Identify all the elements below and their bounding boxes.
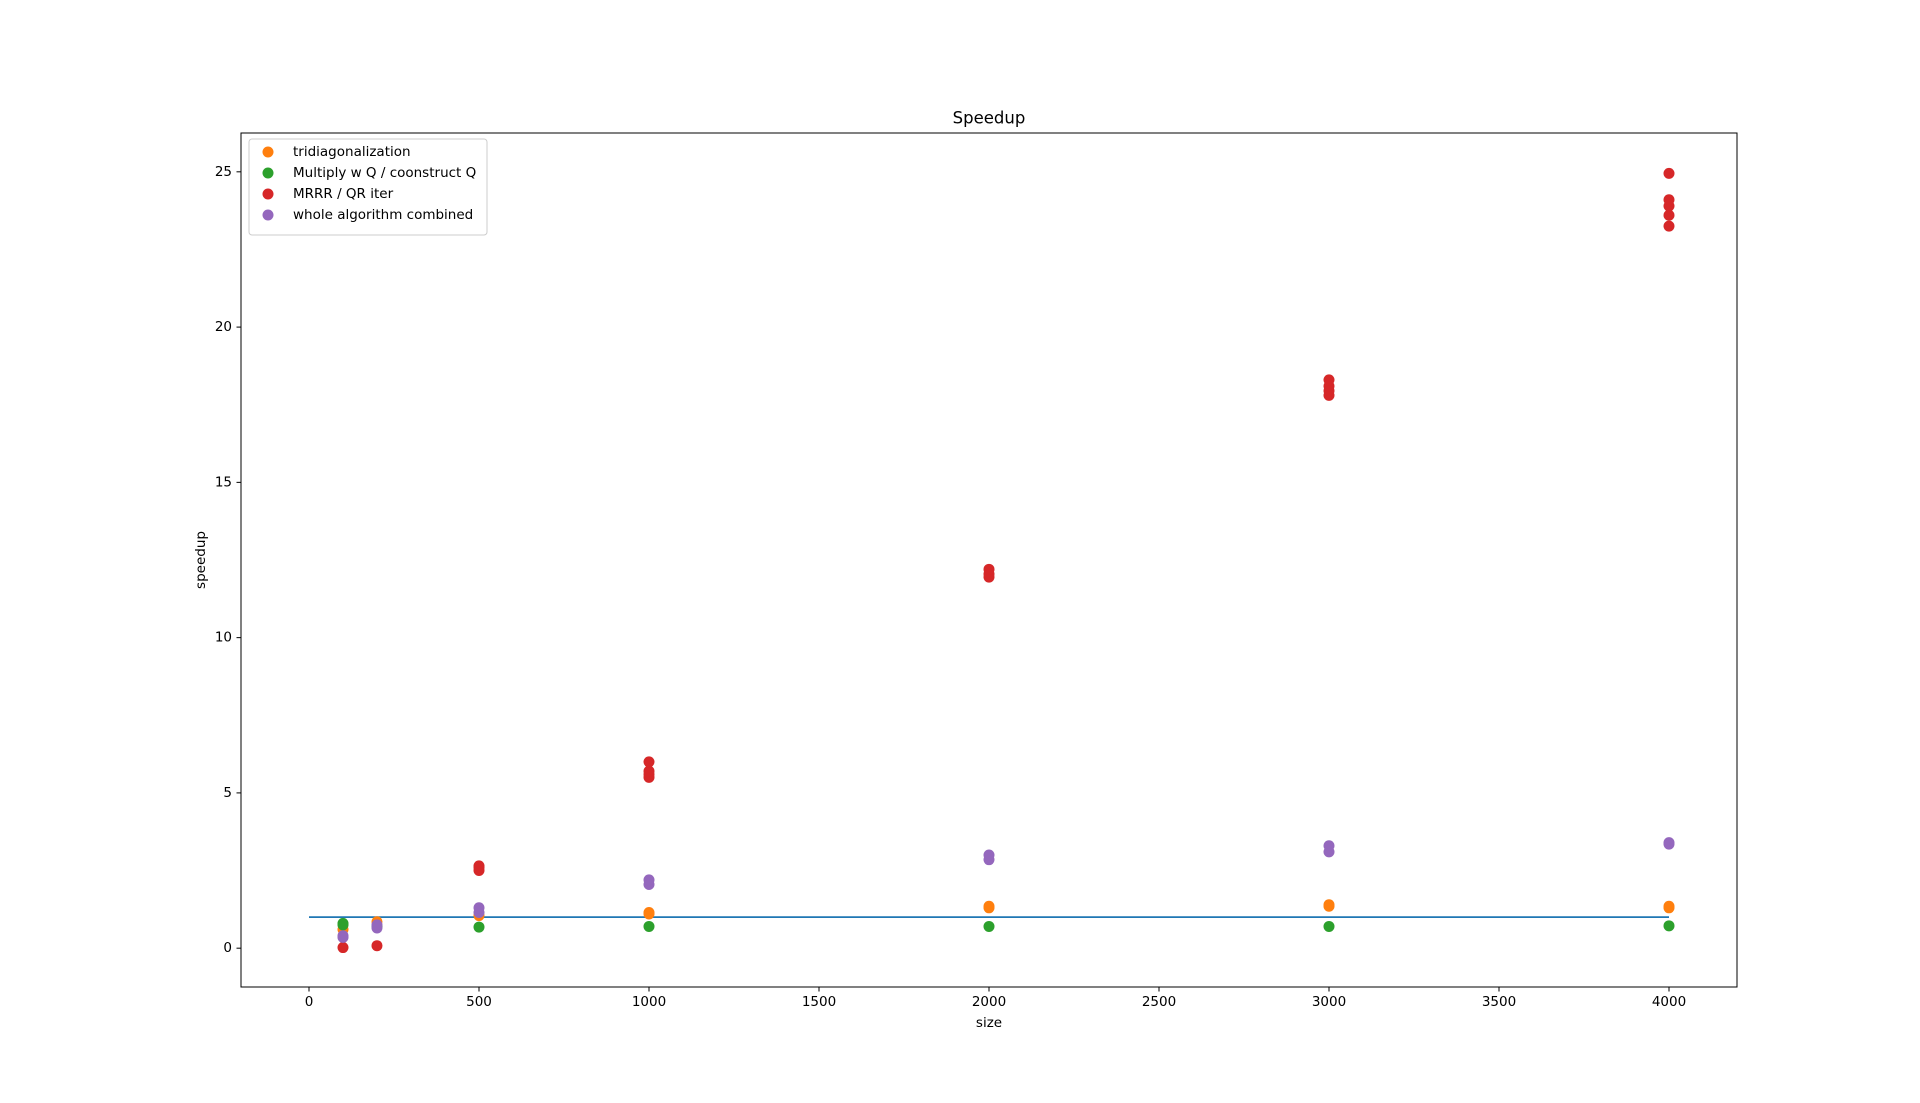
x-axis-label: size: [976, 1015, 1002, 1031]
legend-marker: [262, 146, 274, 158]
scatter-point: [643, 920, 655, 932]
scatter-point: [1323, 840, 1335, 852]
legend-marker: [262, 188, 274, 200]
legend: tridiagonalization Multiply w Q / coonstr…: [248, 138, 488, 236]
scatter-point: [473, 902, 485, 914]
scatter-point: [1663, 194, 1675, 206]
x-tick-label: 2500: [1142, 994, 1176, 1010]
y-tick-label: 15: [215, 474, 232, 490]
y-tick-label: 20: [215, 319, 232, 335]
scatter-point: [983, 563, 995, 575]
scatter-point: [337, 931, 349, 943]
x-tick-label: 1000: [632, 994, 666, 1010]
y-tick-label: 10: [215, 630, 232, 646]
scatter-point: [371, 919, 383, 931]
legend-box: [248, 138, 488, 236]
scatter-point: [983, 902, 995, 914]
x-tick-label: 3000: [1312, 994, 1346, 1010]
scatter-point: [337, 919, 349, 931]
scatter-point: [643, 765, 655, 777]
scatter-point: [1323, 900, 1335, 912]
scatter-point: [1323, 920, 1335, 932]
scatter-point: [643, 756, 655, 768]
scatter-point: [473, 921, 485, 933]
y-axis-label: speedup: [193, 531, 209, 589]
x-tick-label: 500: [466, 994, 492, 1010]
x-tick-label: 0: [305, 994, 314, 1010]
scatter-point: [1663, 920, 1675, 932]
scatter-point: [983, 920, 995, 932]
scatter-point: [337, 942, 349, 954]
scatter-point: [371, 940, 383, 952]
y-tick-label: 25: [215, 164, 232, 180]
x-tick-label: 2000: [972, 994, 1006, 1010]
x-tick-label: 4000: [1652, 994, 1686, 1010]
legend-marker: [262, 209, 274, 221]
legend-label: tridiagonalization: [293, 144, 411, 160]
scatter-point: [983, 849, 995, 861]
x-tick-label: 1500: [802, 994, 836, 1010]
y-tick-label: 0: [223, 940, 232, 956]
y-tick-label: 5: [223, 785, 232, 801]
scatter-point: [1663, 209, 1675, 221]
legend-label: Multiply w Q / coonstruct Q: [293, 165, 476, 181]
legend-label: MRRR / QR iter: [293, 186, 394, 202]
scatter-point: [1663, 167, 1675, 179]
legend-marker: [262, 167, 274, 179]
scatter-point: [643, 906, 655, 918]
scatter-point: [1663, 902, 1675, 914]
scatter-point: [1323, 374, 1335, 386]
scatter-point: [473, 860, 485, 872]
plot-frame: [240, 132, 1738, 988]
scatter-point: [643, 874, 655, 886]
scatter-point: [1663, 220, 1675, 232]
x-tick-label: 3500: [1482, 994, 1516, 1010]
scatter-point: [1663, 837, 1675, 849]
legend-label: whole algorithm combined: [293, 207, 473, 223]
chart-title: Speedup: [953, 109, 1026, 128]
